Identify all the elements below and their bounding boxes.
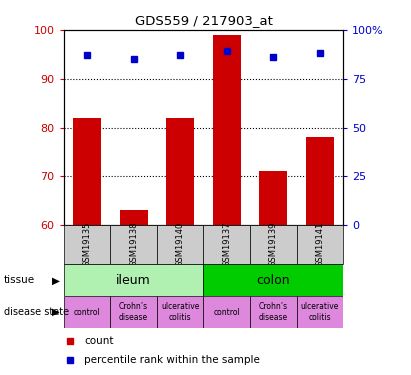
Text: ▶: ▶: [52, 307, 60, 317]
Bar: [166, 118, 194, 225]
Text: GSM19139: GSM19139: [269, 222, 278, 267]
Text: control: control: [213, 308, 240, 316]
Bar: [250, 225, 297, 264]
Bar: [64, 225, 110, 264]
Bar: [213, 35, 241, 225]
Bar: [203, 225, 250, 264]
Text: Crohn’s
disease: Crohn’s disease: [259, 303, 288, 322]
Bar: [110, 225, 157, 264]
Text: GSM19141: GSM19141: [315, 222, 324, 267]
Bar: [64, 296, 110, 328]
Text: disease state: disease state: [4, 307, 69, 317]
Text: colon: colon: [256, 274, 290, 287]
Bar: [157, 225, 203, 264]
Text: ulcerative
colitis: ulcerative colitis: [301, 303, 339, 322]
Text: GSM19137: GSM19137: [222, 222, 231, 267]
Text: GSM19135: GSM19135: [83, 222, 92, 267]
Bar: [297, 296, 343, 328]
Bar: [110, 296, 157, 328]
Bar: [157, 296, 203, 328]
Text: ileum: ileum: [116, 274, 151, 287]
Text: GSM19138: GSM19138: [129, 222, 138, 267]
Bar: [203, 264, 343, 296]
Text: Crohn’s
disease: Crohn’s disease: [119, 303, 148, 322]
Title: GDS559 / 217903_at: GDS559 / 217903_at: [134, 15, 272, 27]
Bar: [120, 210, 148, 225]
Text: tissue: tissue: [4, 275, 35, 285]
Text: GSM19140: GSM19140: [175, 222, 185, 267]
Bar: [297, 225, 343, 264]
Text: count: count: [84, 336, 113, 346]
Bar: [64, 264, 203, 296]
Bar: [73, 118, 101, 225]
Bar: [259, 171, 287, 225]
Text: ulcerative
colitis: ulcerative colitis: [161, 303, 199, 322]
Bar: [250, 296, 297, 328]
Bar: [203, 296, 250, 328]
Bar: [306, 137, 334, 225]
Text: percentile rank within the sample: percentile rank within the sample: [84, 354, 260, 364]
Text: control: control: [74, 308, 100, 316]
Text: ▶: ▶: [52, 275, 60, 285]
